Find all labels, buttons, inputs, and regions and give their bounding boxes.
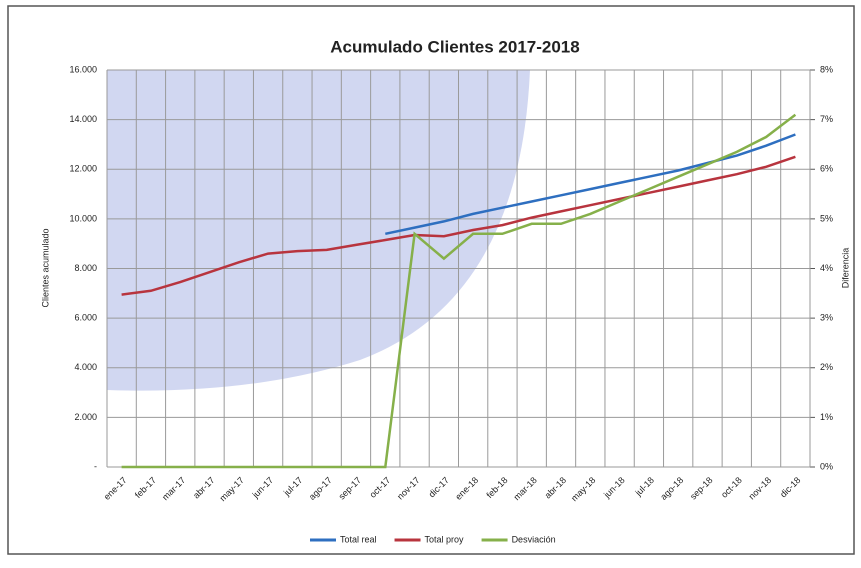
y2-tick-label: 8% — [820, 64, 833, 74]
y2-tick-label: 1% — [820, 412, 833, 422]
chart-title: Acumulado Clientes 2017-2018 — [330, 37, 579, 56]
series-line — [385, 133, 796, 236]
background-decoration — [107, 70, 530, 391]
legend-label: Total proy — [425, 534, 465, 544]
y2-tick-label: 6% — [820, 164, 833, 174]
y-tick-label: 6.000 — [74, 313, 97, 323]
y-tick-label: - — [94, 461, 97, 471]
y2-tick-label: 7% — [820, 114, 833, 124]
y2-axis-label: Diferencia — [840, 248, 850, 289]
y-tick-label: 16.000 — [69, 64, 97, 74]
y2-tick-label: 5% — [820, 213, 833, 223]
y-tick-label: 10.000 — [69, 213, 97, 223]
y2-tick-label: 2% — [820, 362, 833, 372]
y2-tick-label: 0% — [820, 461, 833, 471]
y-tick-label: 12.000 — [69, 164, 97, 174]
y-tick-label: 4.000 — [74, 362, 97, 372]
y-tick-label: 8.000 — [74, 263, 97, 273]
legend-label: Desviación — [512, 534, 556, 544]
legend-label: Total real — [340, 534, 377, 544]
y-tick-label: 2.000 — [74, 412, 97, 422]
series-line — [121, 113, 797, 469]
y2-tick-label: 3% — [820, 313, 833, 323]
y2-tick-label: 4% — [820, 263, 833, 273]
y-axis-label: Clientes acumulado — [40, 228, 50, 307]
y-tick-label: 14.000 — [69, 114, 97, 124]
series-line — [121, 155, 796, 296]
